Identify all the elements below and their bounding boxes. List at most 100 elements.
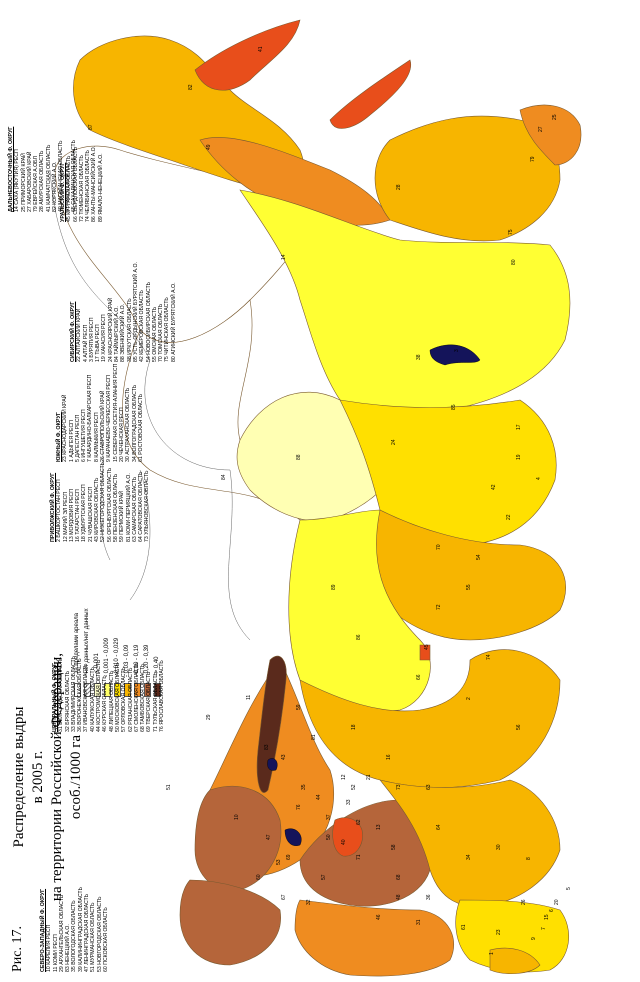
region-number-label: 76 bbox=[296, 804, 302, 810]
region-number-label: 44 bbox=[316, 794, 322, 800]
region-number-label: 75 bbox=[508, 229, 514, 235]
title-line: Распределение выдры bbox=[11, 706, 27, 848]
region-number-label: 32 bbox=[306, 899, 312, 905]
lake-baikal bbox=[429, 344, 481, 366]
region-entry: 7 КАБАРДИНО-БАЛКАРСКАЯ РЕСП bbox=[87, 374, 94, 462]
region-number-label: 72 bbox=[436, 604, 442, 610]
region-40-red bbox=[332, 817, 363, 857]
region-entry: 86 ХАНТЫ-МАНСИЙСКИЙ А.О. bbox=[91, 145, 98, 222]
region-caucasus bbox=[455, 899, 569, 973]
region-number-label: 63 bbox=[426, 784, 432, 790]
coast-arctic-islands bbox=[99, 429, 151, 601]
region-number-label: 46 bbox=[376, 914, 382, 920]
region-karelia-kola bbox=[179, 879, 281, 966]
region-number-label: 19 bbox=[516, 454, 522, 460]
region-89 bbox=[288, 509, 431, 712]
region-entry: 52 НИЖЕГОРОДСКАЯ ОБЛАСТЬ bbox=[100, 461, 107, 542]
region-number-label: 82 bbox=[188, 84, 194, 90]
region-number-label: 23 bbox=[496, 929, 502, 935]
region-entry: 35 ВОЛОГОДСКАЯ ОБЛАСТЬ bbox=[71, 900, 78, 972]
region-number-label: 8 bbox=[526, 857, 532, 860]
region-entry: 80 АГИНСКИЙ БУРЯТСКИЙ А.О. bbox=[170, 282, 177, 362]
region-number-label: 55 bbox=[466, 584, 472, 590]
region-number-label: 81 bbox=[311, 734, 317, 740]
region-number-label: 6 bbox=[549, 909, 555, 912]
federal-district-block: СЕВЕРО-ЗАПАДНЫЙ Ф. ОКРУГ 10 КАРЕЛИЯ РЕСП 1… bbox=[40, 887, 109, 972]
region-number-label: 40 bbox=[341, 839, 347, 845]
region-number-label: 33 bbox=[346, 799, 352, 805]
region-number-label: 80 bbox=[511, 259, 517, 265]
region-number-label: 70 bbox=[436, 544, 442, 550]
region-number-labels: 4182874925277928147580338858824841719442… bbox=[88, 46, 572, 955]
region-number-label: 5 bbox=[566, 887, 572, 890]
region-number-label: 37 bbox=[326, 814, 332, 820]
region-number-label: 29 bbox=[206, 714, 212, 720]
region-number-label: 24 bbox=[391, 439, 397, 445]
region-number-label: 68 bbox=[396, 874, 402, 880]
region-45-red bbox=[419, 644, 431, 661]
region-krasnodar bbox=[489, 947, 541, 974]
region-number-label: 18 bbox=[351, 724, 357, 730]
region-number-label: 57 bbox=[321, 874, 327, 880]
region-number-label: 79 bbox=[530, 156, 536, 162]
region-number-label: 30 bbox=[496, 844, 502, 850]
region-number-label: 11 bbox=[246, 695, 252, 700]
region-number-label: 69 bbox=[286, 854, 292, 860]
region-number-label: 36 bbox=[426, 894, 432, 900]
region-number-label: 17 bbox=[516, 424, 522, 430]
coast-north bbox=[49, 169, 251, 641]
region-number-label: 84 bbox=[221, 474, 227, 480]
region-14 bbox=[239, 189, 571, 415]
lake-onega bbox=[267, 758, 278, 771]
region-number-label: 60 bbox=[256, 874, 262, 880]
region-entry: 81 КОМИ-ПЕРМЯЦКИЙ А.О. bbox=[125, 473, 132, 542]
region-number-label: 43 bbox=[281, 754, 287, 760]
region-sakhalin-koryak bbox=[329, 59, 412, 129]
region-number-label: 41 bbox=[258, 46, 264, 52]
region-entry: 76 ЯРОСЛАВСКАЯ ОБЛАСТЬ bbox=[159, 660, 166, 732]
side-panel: Рис. 17. Распределение выдры в 2005 г. н… bbox=[0, 0, 177, 982]
region-86-72 bbox=[299, 649, 561, 788]
region-number-label: 42 bbox=[491, 484, 497, 490]
region-number-label: 45 bbox=[424, 644, 430, 650]
region-west bbox=[294, 899, 455, 977]
region-number-label: 3 bbox=[454, 349, 460, 352]
region-number-label: 51 bbox=[166, 784, 172, 790]
region-number-label: 7 bbox=[541, 927, 547, 930]
federal-district-block: ПРИВОЛЖСКИЙ Ф. ОКРУГ 2 БАШКОРТОСТАН РЕСП 1… bbox=[50, 462, 151, 542]
region-entry: 49 МАГАДАНСКАЯ ОБЛАСТЬ bbox=[58, 140, 65, 212]
region-number-label: 74 bbox=[486, 654, 492, 660]
region-number-label: 88 bbox=[296, 454, 302, 460]
region-number-label: 87 bbox=[88, 124, 94, 130]
region-number-label: 4 bbox=[536, 477, 542, 480]
region-number-label: 16 bbox=[386, 754, 392, 760]
region-number-label: 48 bbox=[396, 894, 402, 900]
region-number-label: 15 bbox=[544, 914, 550, 920]
region-number-label: 13 bbox=[376, 824, 382, 830]
region-41 bbox=[194, 19, 301, 91]
federal-district-block: СИБИРСКИЙ Ф. ОКРУГ 22 АЛТАЙСКИЙ КРАЙ 4 АЛТ… bbox=[70, 262, 177, 362]
region-number-label: 14 bbox=[281, 254, 287, 260]
region-number-label: 58 bbox=[391, 844, 397, 850]
region-entry: 62 РЯЗАНСКАЯ ОБЛАСТЬ bbox=[127, 667, 134, 732]
federal-district-block: ДАЛЬНЕВОСТОЧНЫЙ Ф. ОКРУГ 14 САХА (ЯКУТИЯ)… bbox=[8, 127, 77, 212]
region-number-label: 1 bbox=[489, 952, 495, 955]
region-number-label: 12 bbox=[341, 774, 347, 780]
region-number-label: 9 bbox=[531, 937, 537, 940]
region-number-label: 47 bbox=[266, 834, 272, 840]
federal-district-block: ЮЖНЫЙ Ф. ОКРУГ 23 КРАСНОДАРСКИЙ КРАЙ 1 АДЫ… bbox=[56, 364, 144, 462]
region-number-label: 64 bbox=[436, 824, 442, 830]
region-number-label: 73 bbox=[396, 784, 402, 790]
region-entry: 37 ИВАНОВСКАЯ ОБЛАСТЬ bbox=[83, 663, 90, 732]
region-number-label: 83 bbox=[264, 744, 270, 750]
region-number-label: 35 bbox=[301, 784, 307, 790]
region-83-dark bbox=[256, 655, 287, 793]
region-number-label: 86 bbox=[356, 634, 362, 640]
region-number-label: 38 bbox=[416, 354, 422, 360]
region-number-label: 10 bbox=[234, 814, 240, 820]
region-number-label: 20 bbox=[554, 899, 560, 905]
region-number-label: 49 bbox=[206, 144, 212, 150]
region-24-38 bbox=[339, 399, 557, 547]
region-number-label: 25 bbox=[552, 114, 558, 120]
